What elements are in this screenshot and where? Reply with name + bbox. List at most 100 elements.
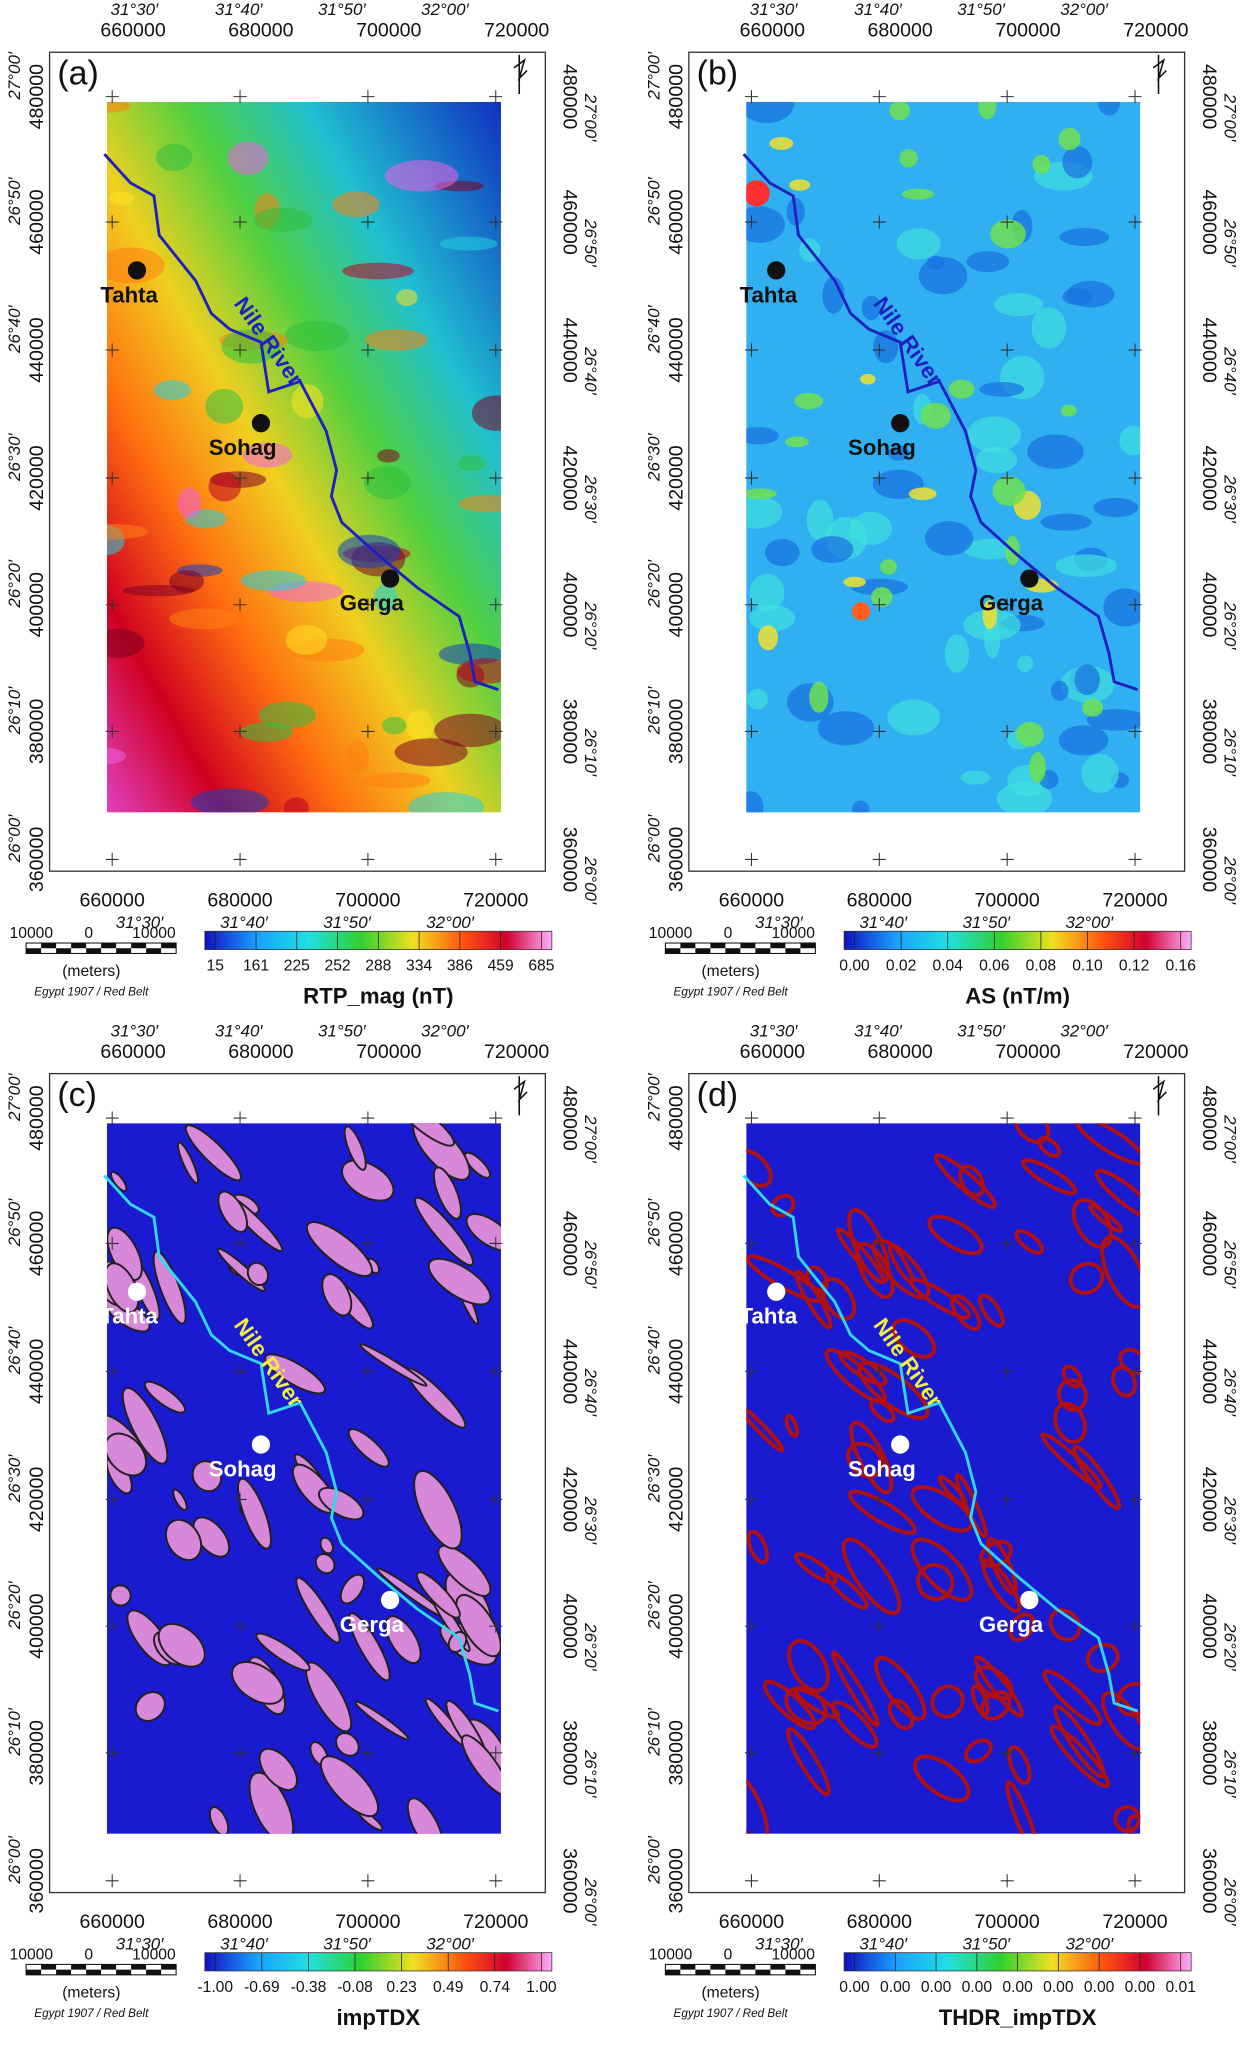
grid-cross <box>489 1746 503 1760</box>
colorbar-tick-label: 0.02 <box>886 958 916 975</box>
positive-zone <box>110 1170 128 1192</box>
right-lat-label: 26°00′ <box>581 855 600 905</box>
left-lat-label: 27°00′ <box>644 1072 663 1122</box>
grid-cross <box>361 1746 375 1760</box>
right-northing-label: 380000 <box>559 1720 581 1785</box>
panel-label: (d) <box>697 1076 738 1114</box>
colorbar-tick-label: 252 <box>325 958 351 975</box>
right-northing-label: 440000 <box>559 317 581 382</box>
colorbar-tick-label: 334 <box>406 958 432 975</box>
grid-cross <box>105 1619 119 1633</box>
right-northing-label: 420000 <box>559 1467 581 1532</box>
edge-contour <box>933 1153 997 1210</box>
anomaly <box>457 455 486 472</box>
anomaly <box>887 699 941 736</box>
grid-cross <box>872 1236 886 1250</box>
scale-bar-unit: (meters) <box>701 963 759 980</box>
city-label: Tahta <box>740 282 798 307</box>
colorbar-tick-label: 0.00 <box>839 1979 870 1996</box>
city-marker <box>767 1282 786 1301</box>
scale-bar-segment <box>755 1969 771 1975</box>
positive-zone <box>348 1612 391 1682</box>
grid-cross <box>105 852 119 866</box>
scale-bar-segment <box>146 948 162 954</box>
anomaly <box>880 559 898 575</box>
anomaly <box>1032 154 1051 174</box>
anomaly <box>749 604 796 632</box>
anomaly <box>365 329 428 351</box>
edge-contour <box>1071 1198 1114 1249</box>
grid-cross <box>872 1111 886 1125</box>
positive-zone <box>208 1806 230 1834</box>
bottom-lon-label: 31°50′ <box>323 913 371 932</box>
city-marker <box>891 414 910 433</box>
left-lat-label: 26°40′ <box>5 1326 24 1376</box>
right-lat-label: 27°00′ <box>581 93 600 143</box>
grid-cross <box>489 90 503 104</box>
top-lon-label: 31°30′ <box>111 0 159 19</box>
grid-cross <box>361 852 375 866</box>
left-lat-label: 26°10′ <box>5 686 24 736</box>
scale-bar-segment <box>146 1969 162 1975</box>
colorbar-tick-label: -0.08 <box>337 1979 373 1996</box>
anomaly <box>960 770 991 785</box>
grid-cross <box>489 215 503 229</box>
scale-bar-segment <box>800 1964 816 1970</box>
left-northing-label: 480000 <box>26 64 48 129</box>
bottom-easting-label: 680000 <box>207 1911 272 1933</box>
left-northing-label: 360000 <box>26 1848 48 1913</box>
scale-bar-segment <box>680 943 696 949</box>
scale-bar-outline <box>25 1963 177 1976</box>
colorbar-tick-label: 0.00 <box>880 1979 911 1996</box>
city-marker <box>127 1282 147 1301</box>
bottom-easting-label: 660000 <box>80 1911 145 1933</box>
anomaly <box>1058 127 1081 151</box>
anomaly <box>899 149 918 168</box>
edge-contour <box>1049 1724 1111 1789</box>
right-northing-label: 480000 <box>559 1085 581 1150</box>
map-panel: Nile RiverTahtaSohagGerga(c)31°30′660000… <box>5 1021 600 2030</box>
anomaly <box>240 722 293 742</box>
top-lon-label: 31°40′ <box>215 1021 263 1040</box>
city-marker <box>127 261 147 280</box>
top-lon-label: 31°30′ <box>750 1021 798 1040</box>
top-easting-label: 700000 <box>995 20 1060 42</box>
scale-bar-segment <box>695 1969 711 1975</box>
scale-bar-segment <box>800 943 816 949</box>
scale-bar-segment <box>71 1964 87 1970</box>
grid-cross <box>872 598 886 612</box>
anomaly <box>1017 655 1034 673</box>
scale-bar-unit: (meters) <box>62 963 120 980</box>
panel-label: (c) <box>57 1076 97 1114</box>
top-easting-label: 700000 <box>356 1041 421 1063</box>
scale-bar-label: 10000 <box>10 1946 54 1963</box>
colorbar-tick-label: 225 <box>284 958 310 975</box>
edge-contour <box>824 1570 869 1610</box>
right-northing-label: 460000 <box>1198 1211 1220 1276</box>
right-northing-label: 420000 <box>1198 1467 1220 1532</box>
right-lat-label: 26°50′ <box>1220 1239 1239 1289</box>
bottom-easting-label: 660000 <box>719 1911 784 1933</box>
edge-contour <box>820 1276 857 1321</box>
anomaly <box>822 276 845 314</box>
grid-cross <box>744 215 758 229</box>
anomaly <box>408 792 485 813</box>
anomaly <box>394 738 468 767</box>
grid-cross <box>744 343 758 357</box>
left-northing-label: 360000 <box>665 1848 687 1913</box>
north-arrow <box>513 54 528 95</box>
grid-cross <box>1128 471 1142 485</box>
scale-bar-segment <box>740 943 756 949</box>
scale-bar-segment <box>785 1969 801 1975</box>
map-frame <box>48 51 546 872</box>
right-northing-label: 360000 <box>1198 1848 1220 1913</box>
positive-zone <box>432 1166 462 1220</box>
scale-bar-label: 0 <box>724 1946 733 1963</box>
grid-cross <box>872 1492 886 1506</box>
grid-cross <box>872 852 886 866</box>
anomaly <box>948 379 975 399</box>
scale-bar-label: 10000 <box>10 925 54 942</box>
edge-contour <box>1007 1745 1032 1785</box>
anomaly <box>1082 698 1104 717</box>
